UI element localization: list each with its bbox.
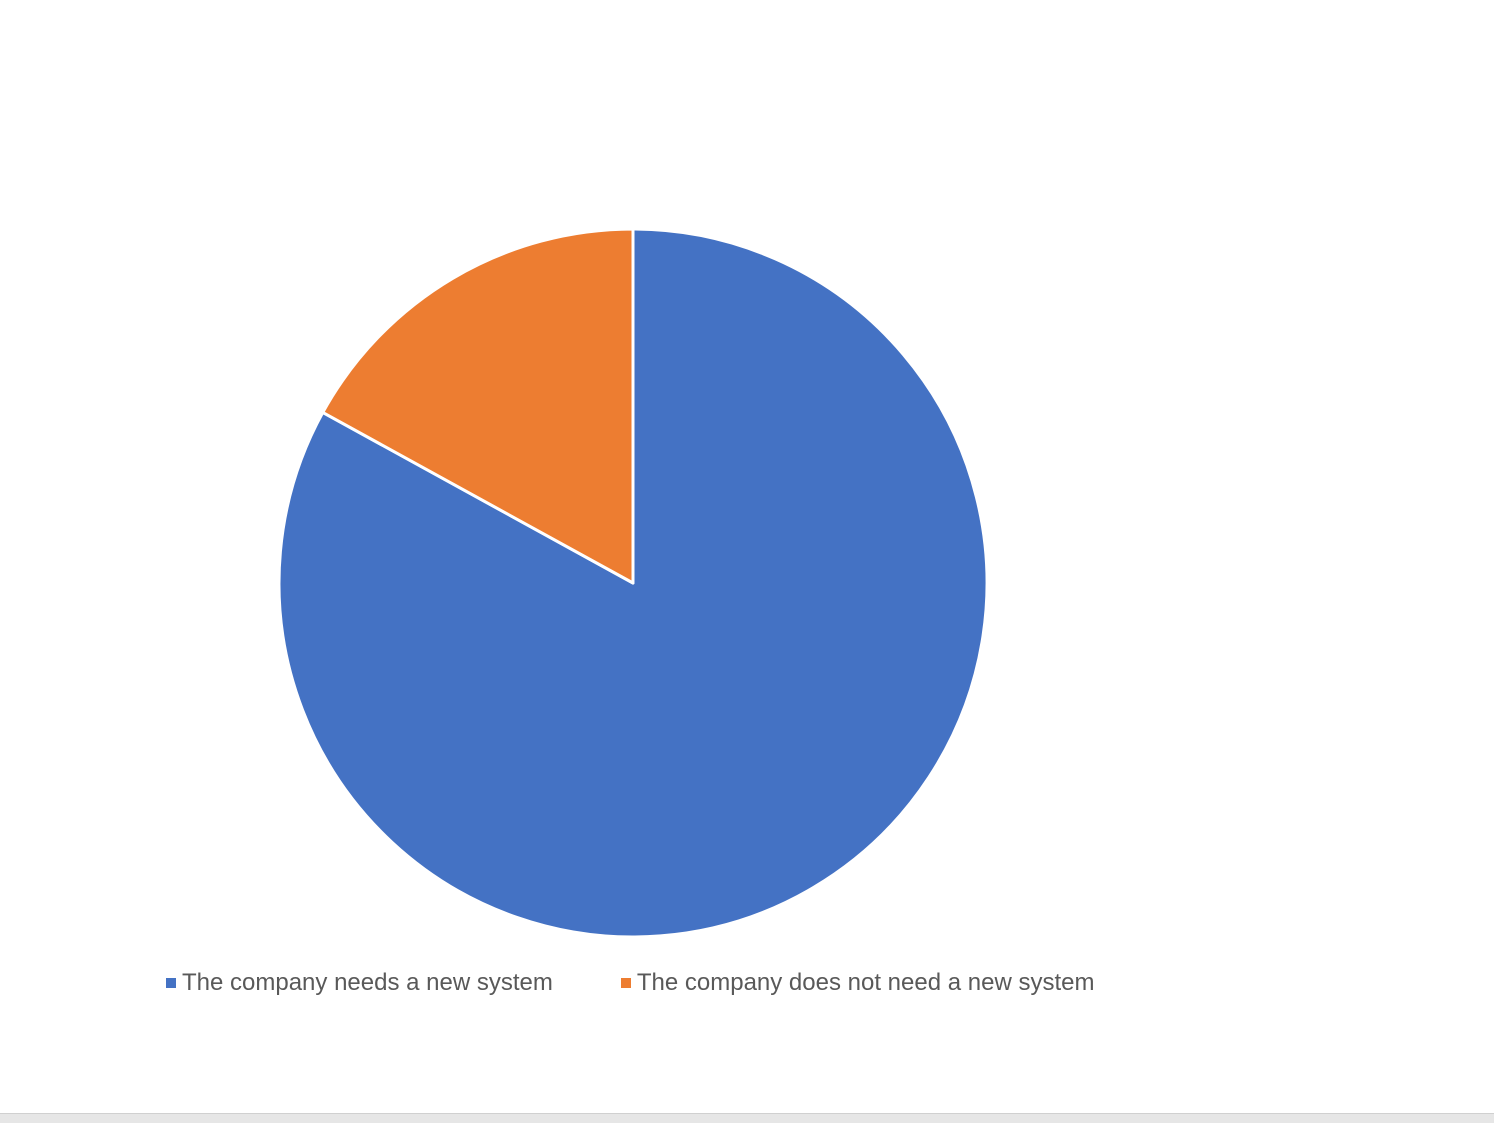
legend-label-needs-new-system: The company needs a new system xyxy=(182,969,553,996)
legend-item-no-new-system: The company does not need a new system xyxy=(620,969,1095,997)
pie-slice-no-new-system xyxy=(321,227,635,585)
legend-item-needs-new-system: The company needs a new system xyxy=(166,969,553,997)
legend-swatch-needs-new-system xyxy=(166,978,176,988)
pie-slices xyxy=(277,227,989,939)
legend-swatch-no-new-system xyxy=(620,978,631,988)
window-bottom-border xyxy=(0,1113,1494,1123)
legend-label-no-new-system: The company does not need a new system xyxy=(636,969,1095,996)
legend: The company needs a new system The compa… xyxy=(166,968,1094,998)
